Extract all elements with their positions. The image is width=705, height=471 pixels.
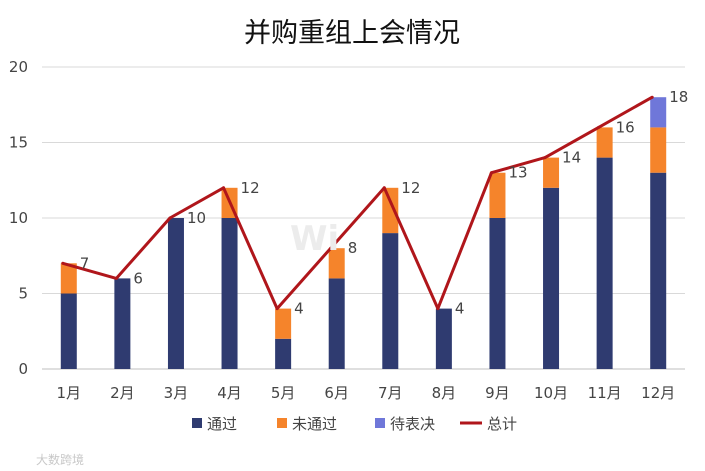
- bar-segment: [60, 263, 77, 294]
- x-tick-label: 1月: [57, 384, 82, 402]
- bar-segment: [596, 127, 613, 158]
- watermark-center: Wi: [290, 219, 339, 259]
- bar-segment: [650, 172, 667, 369]
- bar-segment: [382, 187, 399, 234]
- legend-label: 待表决: [390, 415, 435, 433]
- total-point: [597, 125, 601, 129]
- grid: [42, 66, 685, 370]
- bars: [60, 97, 667, 369]
- y-tick-label: 0: [18, 360, 28, 378]
- data-label: 14: [562, 149, 581, 167]
- data-label: 10: [187, 209, 206, 227]
- total-point: [382, 186, 386, 190]
- total-point: [543, 156, 547, 160]
- legend-swatch: [192, 418, 202, 428]
- x-tick-label: 6月: [324, 384, 349, 402]
- x-tick-label: 12月: [641, 384, 675, 402]
- x-tick-label: 3月: [164, 384, 189, 402]
- x-tick-label: 8月: [432, 384, 457, 402]
- total-line: [61, 95, 654, 311]
- x-tick-label: 11月: [588, 384, 622, 402]
- total-point: [114, 276, 118, 280]
- total-point: [275, 307, 279, 311]
- total-point: [650, 95, 654, 99]
- bar-segment: [328, 248, 345, 279]
- legend-label: 通过: [207, 415, 237, 433]
- total-polyline: [62, 95, 653, 311]
- x-tick-label: 2月: [110, 384, 135, 402]
- x-tick-label: 9月: [485, 384, 510, 402]
- y-tick-label: 5: [18, 285, 28, 303]
- x-tick-label: 4月: [217, 384, 242, 402]
- legend: 通过 未通过 待表决 总计: [192, 415, 517, 433]
- y-tick-label: 15: [9, 134, 28, 152]
- watermark-corner: 大数跨境: [36, 452, 84, 467]
- x-tick-label: 7月: [378, 384, 403, 402]
- x-axis: 1月 2月 3月 4月 5月 6月 7月 8月 9月 10月 11月 12月: [57, 384, 676, 402]
- y-axis: 0 5 10 15 20: [9, 58, 28, 378]
- total-point: [489, 171, 493, 175]
- bar-segment: [275, 308, 292, 339]
- bar-segment: [650, 97, 667, 128]
- total-point: [222, 186, 226, 190]
- bar-segment: [221, 218, 238, 369]
- data-label: 7: [80, 254, 90, 272]
- legend-swatch: [375, 418, 385, 428]
- bar-segment: [489, 172, 506, 218]
- bar-segment: [275, 338, 292, 369]
- x-tick-label: 10月: [534, 384, 568, 402]
- bar-segment: [596, 157, 613, 369]
- data-label: 13: [508, 164, 527, 182]
- data-label: 4: [455, 300, 465, 318]
- bar-segment: [382, 233, 399, 369]
- y-tick-label: 20: [9, 58, 28, 76]
- y-tick-label: 10: [9, 209, 28, 227]
- data-label: 8: [348, 239, 358, 257]
- bar-segment: [489, 218, 506, 369]
- legend-label: 总计: [487, 415, 517, 433]
- bar-segment: [60, 293, 77, 369]
- data-label: 16: [616, 118, 635, 136]
- total-point: [168, 216, 172, 220]
- data-label: 12: [401, 179, 420, 197]
- bar-segment: [650, 127, 667, 173]
- bar-segment: [543, 187, 560, 369]
- legend-swatch: [277, 418, 287, 428]
- total-point: [61, 261, 65, 265]
- total-point: [436, 307, 440, 311]
- bar-segment: [543, 157, 560, 188]
- data-label: 4: [294, 300, 304, 318]
- data-label: 18: [669, 88, 688, 106]
- data-label: 6: [133, 269, 143, 287]
- x-tick-label: 5月: [271, 384, 296, 402]
- chart-title: 并购重组上会情况: [244, 18, 460, 49]
- bar-segment: [167, 218, 184, 369]
- data-label: 12: [241, 179, 260, 197]
- data-labels: 7 6 10 12 4 8 12 4 13 14 16 18: [80, 88, 689, 317]
- legend-label: 未通过: [292, 415, 337, 433]
- bar-segment: [435, 308, 452, 369]
- bar-segment: [114, 278, 131, 369]
- bar-segment: [328, 278, 345, 369]
- total-point: [329, 246, 333, 250]
